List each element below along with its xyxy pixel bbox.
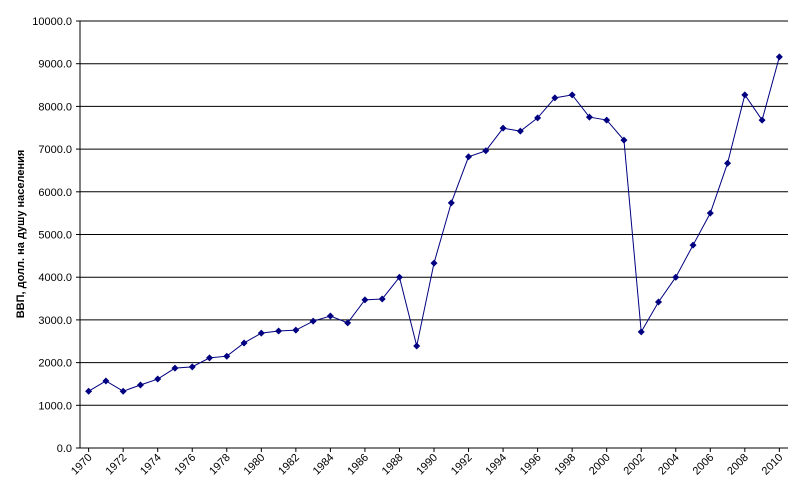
x-tick-label: 1970 bbox=[69, 452, 95, 478]
marker bbox=[568, 91, 576, 99]
x-tick-label: 2002 bbox=[622, 452, 648, 478]
marker bbox=[758, 116, 766, 124]
y-tick-label: 9000.0 bbox=[38, 59, 72, 71]
x-tick-label: 1990 bbox=[414, 452, 440, 478]
marker bbox=[672, 273, 680, 281]
x-tick-label: 1994 bbox=[483, 452, 509, 478]
marker bbox=[551, 94, 559, 102]
marker bbox=[85, 387, 93, 395]
marker bbox=[689, 241, 697, 249]
marker bbox=[585, 113, 593, 121]
marker bbox=[171, 364, 179, 372]
marker bbox=[603, 116, 611, 124]
marker bbox=[395, 273, 403, 281]
x-tick-label: 1988 bbox=[380, 452, 406, 478]
marker bbox=[275, 327, 283, 335]
x-tick-label: 1974 bbox=[138, 452, 164, 478]
marker bbox=[309, 317, 317, 325]
marker bbox=[119, 387, 127, 395]
y-tick-label: 10000.0 bbox=[32, 16, 72, 28]
marker bbox=[447, 199, 455, 207]
marker bbox=[482, 147, 490, 155]
marker bbox=[499, 124, 507, 132]
y-tick-label: 5000.0 bbox=[38, 230, 72, 242]
x-tick-label: 1972 bbox=[103, 452, 129, 478]
marker bbox=[516, 127, 524, 135]
x-tick-label: 1980 bbox=[242, 452, 268, 478]
x-tick-label: 1978 bbox=[207, 452, 233, 478]
marker bbox=[136, 381, 144, 389]
marker bbox=[430, 259, 438, 267]
x-tick-label: 1992 bbox=[449, 452, 475, 478]
marker bbox=[361, 296, 369, 304]
y-tick-label: 6000.0 bbox=[38, 187, 72, 199]
x-tick-label: 2010 bbox=[760, 452, 786, 478]
marker bbox=[223, 352, 231, 360]
y-tick-label: 3000.0 bbox=[38, 315, 72, 327]
marker bbox=[724, 159, 732, 167]
x-tick-label: 1984 bbox=[311, 452, 337, 478]
marker bbox=[413, 342, 421, 350]
y-axis-label: ВВП, долл. на душу населения bbox=[15, 150, 27, 319]
y-tick-label: 2000.0 bbox=[38, 358, 72, 370]
marker bbox=[654, 298, 662, 306]
marker bbox=[534, 114, 542, 122]
marker bbox=[775, 53, 783, 61]
y-tick-label: 0.0 bbox=[57, 443, 72, 455]
x-tick-label: 1996 bbox=[518, 452, 544, 478]
marker bbox=[154, 375, 162, 383]
marker bbox=[620, 136, 628, 144]
x-tick-label: 2008 bbox=[725, 452, 751, 478]
marker bbox=[741, 91, 749, 99]
y-tick-label: 8000.0 bbox=[38, 101, 72, 113]
x-tick-label: 2000 bbox=[587, 452, 613, 478]
y-tick-label: 4000.0 bbox=[38, 272, 72, 284]
marker bbox=[706, 209, 714, 217]
line bbox=[88, 56, 780, 392]
marker bbox=[637, 328, 645, 336]
marker bbox=[102, 377, 110, 385]
y-tick-label: 1000.0 bbox=[38, 400, 72, 412]
marker bbox=[465, 153, 473, 161]
x-tick-label: 1986 bbox=[345, 452, 371, 478]
marker bbox=[240, 339, 248, 347]
x-tick-label: 1976 bbox=[173, 452, 199, 478]
x-tick-label: 2004 bbox=[656, 452, 682, 478]
marker bbox=[188, 363, 196, 371]
marker bbox=[292, 326, 300, 334]
marker bbox=[378, 295, 386, 303]
marker bbox=[326, 312, 334, 320]
marker bbox=[206, 354, 214, 362]
marker bbox=[257, 329, 265, 337]
x-tick-label: 1998 bbox=[552, 452, 578, 478]
y-tick-label: 7000.0 bbox=[38, 144, 72, 156]
x-tick-label: 2006 bbox=[691, 452, 717, 478]
marker bbox=[344, 319, 352, 327]
x-tick-label: 1982 bbox=[276, 452, 302, 478]
